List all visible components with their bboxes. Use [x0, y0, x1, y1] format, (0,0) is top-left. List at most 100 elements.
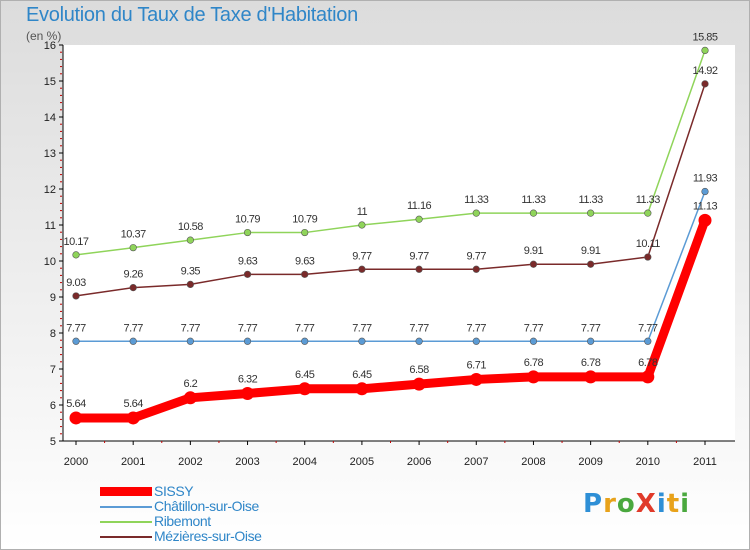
data-label-ribemont: 11.33 [636, 194, 661, 206]
data-label-m-zi-res-sur-oise: 14.92 [692, 65, 717, 77]
x-tick-label: 2009 [578, 456, 602, 468]
point-ch-tillon-sur-oise [129, 337, 137, 345]
y-tick-label: 16 [44, 40, 56, 52]
chart-title: Evolution du Taux de Taxe d'Habitation [26, 4, 358, 26]
point-ribemont [472, 209, 480, 217]
point-ch-tillon-sur-oise [529, 337, 538, 345]
legend-swatch-ch-tillon-sur-oise [100, 505, 152, 508]
y-tick-label: 15 [44, 76, 56, 88]
legend-item-ch-tillon-sur-oise: Châtillon-sur-Oise [100, 499, 262, 514]
point-m-zi-res-sur-oise [701, 80, 709, 88]
logo-letter: t [666, 489, 681, 519]
data-label-ch-tillon-sur-oise: 7.77 [181, 322, 201, 334]
point-sissy [698, 213, 712, 227]
data-label-ch-tillon-sur-oise: 7.77 [123, 322, 143, 334]
point-m-zi-res-sur-oise [644, 253, 652, 261]
legend-label-m-zi-res-sur-oise: Mézières-sur-Oise [154, 528, 262, 544]
y-tick-label: 8 [50, 328, 56, 340]
data-label-ribemont: 11.33 [464, 194, 489, 206]
y-tick-label: 9 [50, 292, 56, 304]
x-tick-label: 2011 [693, 456, 717, 468]
data-label-sissy: 6.78 [581, 357, 601, 369]
y-tick-label: 12 [44, 184, 56, 196]
x-tick-label: 2003 [235, 456, 259, 468]
point-sissy [69, 411, 83, 425]
data-label-sissy: 6.58 [409, 364, 429, 376]
point-m-zi-res-sur-oise [72, 292, 80, 300]
y-tick-label: 6 [50, 400, 56, 412]
point-m-zi-res-sur-oise [129, 284, 137, 292]
logo-letter: P [583, 489, 604, 519]
legend-label-ch-tillon-sur-oise: Châtillon-sur-Oise [154, 498, 259, 514]
point-sissy [584, 370, 598, 384]
point-ribemont [243, 228, 252, 237]
data-label-ch-tillon-sur-oise: 7.77 [467, 322, 487, 334]
data-label-sissy: 11.13 [693, 200, 718, 212]
data-label-ribemont: 11.33 [521, 194, 546, 206]
data-label-m-zi-res-sur-oise: 9.35 [181, 265, 201, 277]
x-tick-label: 2005 [350, 456, 374, 468]
legend-item-ribemont: Ribemont [100, 514, 262, 529]
point-sissy [126, 411, 140, 425]
data-label-sissy: 6.32 [238, 373, 258, 385]
data-label-m-zi-res-sur-oise: 9.63 [238, 255, 258, 267]
x-tick-label: 2007 [464, 456, 488, 468]
data-label-m-zi-res-sur-oise: 10.11 [636, 238, 661, 250]
point-ch-tillon-sur-oise [587, 337, 595, 345]
legend-label-sissy: SISSY [154, 483, 194, 499]
point-ribemont [129, 244, 137, 252]
y-tick-label: 10 [44, 256, 56, 268]
data-label-m-zi-res-sur-oise: 9.63 [295, 255, 315, 267]
point-m-zi-res-sur-oise [587, 260, 595, 268]
point-m-zi-res-sur-oise [529, 260, 538, 268]
legend-item-m-zi-res-sur-oise: Mézières-sur-Oise [100, 529, 262, 544]
y-tick-label: 13 [44, 148, 56, 160]
point-ribemont [415, 215, 423, 223]
point-sissy [526, 370, 540, 384]
point-sissy [183, 391, 197, 405]
proxiti-logo: ProXiti [583, 489, 690, 519]
data-label-sissy: 6.78 [638, 357, 658, 369]
point-m-zi-res-sur-oise [472, 265, 480, 273]
data-label-ribemont: 10.58 [178, 221, 203, 233]
data-label-ch-tillon-sur-oise: 7.77 [581, 322, 601, 334]
legend-item-sissy: SISSY [100, 484, 262, 499]
data-label-ch-tillon-sur-oise: 7.77 [295, 322, 315, 334]
data-label-ribemont: 11.16 [407, 200, 432, 212]
point-sissy [469, 372, 483, 386]
data-label-m-zi-res-sur-oise: 9.26 [123, 269, 143, 281]
point-ch-tillon-sur-oise [186, 337, 194, 345]
x-tick-label: 2010 [636, 456, 660, 468]
data-label-sissy: 5.64 [66, 398, 86, 410]
data-label-ch-tillon-sur-oise: 7.77 [238, 322, 258, 334]
point-ribemont [701, 46, 709, 55]
point-ch-tillon-sur-oise [301, 337, 309, 345]
legend-swatch-m-zi-res-sur-oise [100, 535, 152, 538]
point-m-zi-res-sur-oise [415, 265, 423, 273]
point-sissy [298, 382, 312, 396]
point-ribemont [644, 209, 652, 217]
series-line-m-zi-res-sur-oise [75, 83, 706, 297]
data-label-ch-tillon-sur-oise: 7.77 [638, 322, 658, 334]
logo-letter: o [616, 489, 636, 519]
data-label-ch-tillon-sur-oise: 7.77 [66, 322, 86, 334]
point-m-zi-res-sur-oise [243, 270, 252, 278]
data-label-m-zi-res-sur-oise: 9.77 [409, 250, 429, 262]
data-label-ribemont: 11.33 [579, 194, 604, 206]
data-label-m-zi-res-sur-oise: 9.91 [524, 245, 544, 257]
point-ch-tillon-sur-oise [243, 337, 252, 345]
point-m-zi-res-sur-oise [301, 270, 309, 278]
x-tick-label: 2001 [121, 456, 145, 468]
chart-subtitle: (en %) [26, 29, 62, 43]
point-ch-tillon-sur-oise [644, 337, 652, 345]
x-tick-label: 2004 [292, 456, 316, 468]
point-ch-tillon-sur-oise [472, 337, 480, 345]
data-label-m-zi-res-sur-oise: 9.77 [352, 250, 372, 262]
series-line-ribemont [75, 49, 706, 256]
logo-letter: i [680, 489, 691, 519]
x-tick-label: 2000 [64, 456, 88, 468]
data-label-m-zi-res-sur-oise: 9.03 [66, 277, 86, 289]
series-line-ch-tillon-sur-oise [75, 190, 706, 343]
x-tick-label: 2002 [178, 456, 202, 468]
